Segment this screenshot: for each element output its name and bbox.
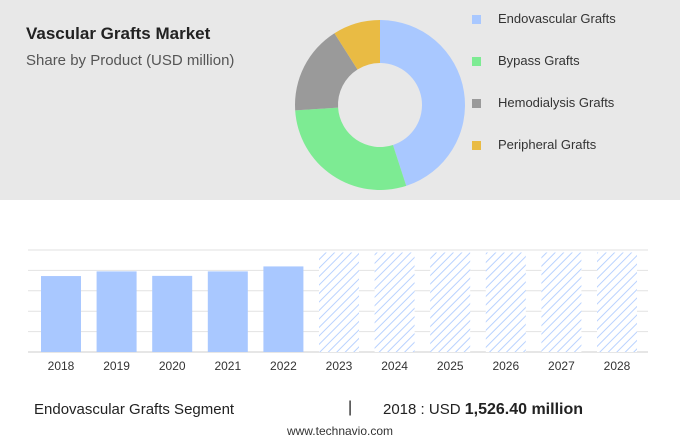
footer-year: 2018 : USD [383,401,461,418]
chart-title: Vascular Grafts Market [26,24,211,43]
x-tick-label: 2025 [437,359,464,373]
legend-item-endovascular: Endovascular Grafts [472,10,672,30]
bar-2028 [597,252,637,352]
x-tick-label: 2027 [548,359,575,373]
x-tick-label: 2018 [48,359,75,373]
donut-slice-bypass-grafts [295,107,407,190]
x-tick-label: 2028 [604,359,631,373]
x-tick-label: 2023 [326,359,353,373]
bar-2022 [263,266,304,352]
donut-slice-hemodialysis-grafts [295,33,358,111]
donut-slice-endovascular-grafts [380,20,465,186]
bar-2027 [541,252,582,352]
legend-label: Peripheral Grafts [498,137,597,152]
source-link[interactable]: www.technavio.com [286,424,394,438]
bar-chart: 2018 2019 2020 2021 2022 2023 2024 2025 2026 2027… [28,249,648,373]
bar-2020 [152,275,193,352]
legend-swatch [472,141,481,150]
legend-label: Hemodialysis Grafts [498,95,615,110]
legend-label: Bypass Grafts [498,53,580,68]
legend-swatch [472,57,481,66]
bar-2019 [96,271,137,352]
chart-subtitle: Share by Product (USD million) [26,52,235,69]
footer-amount: 1,526.40 million [464,401,583,418]
bar-2018 [41,276,81,352]
x-tick-label: 2026 [492,359,519,373]
bar-2026 [485,252,526,352]
bar-2023 [319,252,359,352]
legend-swatch [472,99,481,108]
x-tick-label: 2019 [103,359,130,373]
legend-item-bypass: Bypass Grafts [472,52,672,72]
footer-value: 2018 : USD 1,526.40 million [383,401,583,419]
legend-item-peripheral: Peripheral Grafts [472,136,672,156]
x-tick-label: 2022 [270,359,297,373]
donut-slice-peripheral-grafts [334,20,380,70]
bar-2024 [374,252,415,352]
legend-item-hemodialysis: Hemodialysis Grafts [472,94,672,114]
bar-2025 [430,252,471,352]
footer-separator: | [348,399,353,416]
legend-label: Endovascular Grafts [498,11,616,26]
footer-segment: Endovascular Grafts Segment [34,401,235,418]
x-tick-label: 2020 [159,359,186,373]
bar-2021 [207,271,248,352]
donut-chart [295,20,465,190]
legend-swatch [472,15,481,24]
x-tick-label: 2024 [381,359,408,373]
x-tick-label: 2021 [214,359,241,373]
